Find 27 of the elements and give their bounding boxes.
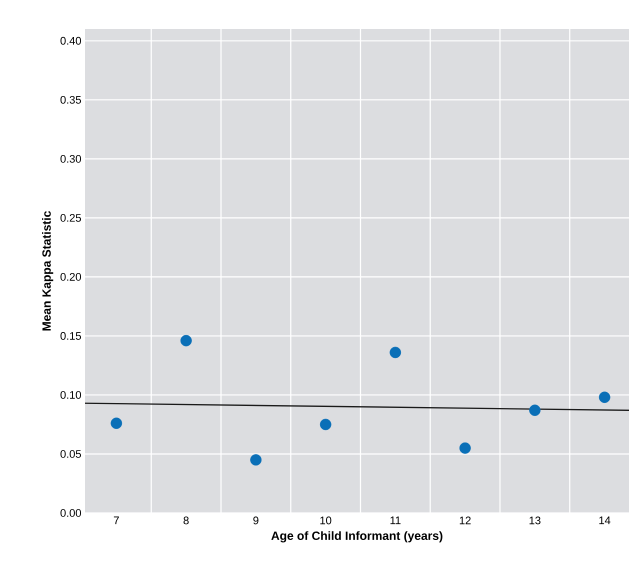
x-axis-title: Age of Child Informant (years) bbox=[271, 531, 442, 542]
y-tick-label: 0.15 bbox=[60, 332, 81, 340]
point bbox=[598, 392, 610, 404]
point bbox=[459, 442, 471, 454]
x-tick-label: 12 bbox=[460, 516, 471, 524]
y-tick-label: 0.10 bbox=[60, 391, 82, 399]
y-axis-title: Mean Kappa Statistic bbox=[42, 211, 54, 331]
y-tick-label: 0.25 bbox=[60, 214, 81, 222]
x-tick-label: 13 bbox=[530, 516, 540, 524]
y-tick-label: 0.35 bbox=[60, 96, 81, 104]
x-tick-label: 14 bbox=[599, 516, 610, 524]
y-tick-label: 0.05 bbox=[60, 450, 81, 458]
x-tick-label: 9 bbox=[253, 516, 258, 524]
x-tick-label: 7 bbox=[114, 516, 119, 524]
point bbox=[180, 334, 192, 346]
y-tick-label: 0.20 bbox=[60, 273, 82, 281]
y-tick-label: 0.30 bbox=[60, 154, 82, 163]
point bbox=[320, 418, 332, 430]
point bbox=[390, 346, 402, 358]
y-tick-label: 0.40 bbox=[60, 36, 82, 45]
y-tick-label: 0.00 bbox=[60, 509, 82, 517]
point bbox=[529, 404, 541, 416]
x-tick-label: 8 bbox=[184, 516, 189, 524]
point bbox=[110, 418, 122, 429]
point bbox=[250, 454, 262, 466]
x-tick-label: 11 bbox=[390, 516, 401, 524]
x-tick-label: 10 bbox=[320, 516, 332, 524]
